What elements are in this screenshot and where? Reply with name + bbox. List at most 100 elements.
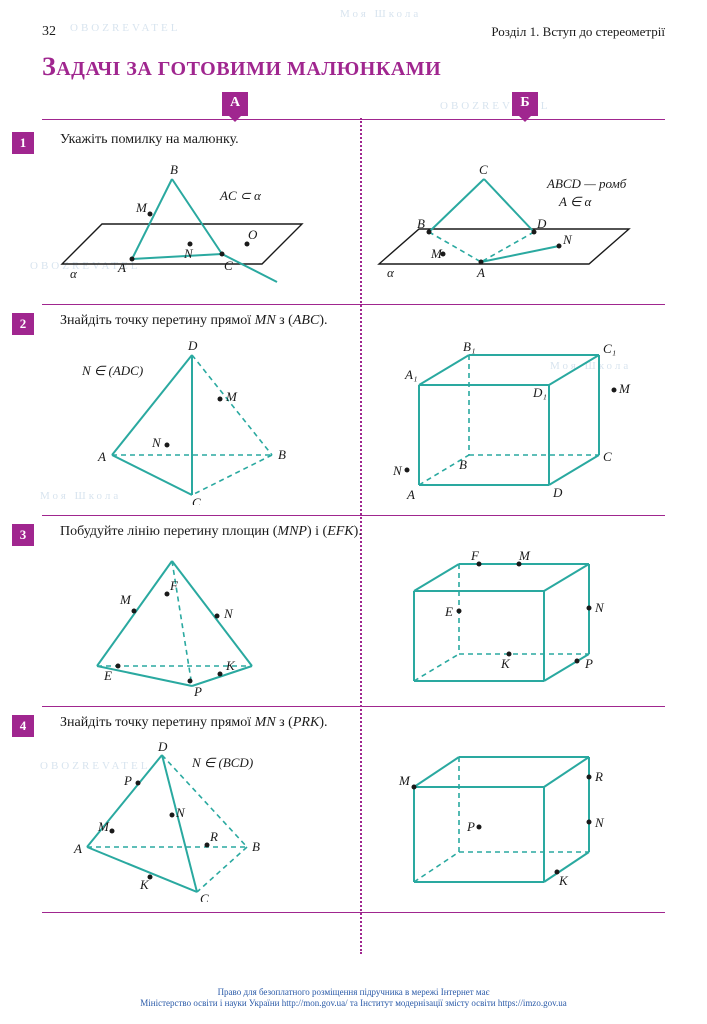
svg-text:D₁: D₁ (532, 385, 547, 400)
svg-text:A: A (97, 449, 106, 464)
diagram-1b: C B D A M N α ABCD — ромб A ∈ α (359, 154, 666, 294)
svg-text:C: C (200, 891, 209, 902)
problem-text: Укажіть помилку на малюнку. (42, 132, 665, 148)
svg-text:A ∈ α: A ∈ α (558, 194, 593, 209)
svg-text:N ∈ (BCD): N ∈ (BCD) (191, 755, 253, 770)
diagram-2a: N ∈ (ADC) D M N A B C (42, 335, 349, 505)
diagram-2b: A₁ B₁ C₁ D₁ A B C D M N (359, 335, 666, 505)
column-header-row: А Б (42, 92, 665, 120)
watermark: Моя Школа (340, 8, 421, 20)
title-initial: З (42, 52, 56, 81)
svg-text:A₁: A₁ (404, 367, 417, 382)
problem-2: 2 Знайдіть точку перетину прямої MN з (A… (42, 305, 665, 516)
svg-text:N: N (594, 815, 605, 830)
svg-text:α: α (387, 265, 395, 280)
problem-text: Знайдіть точку перетину прямої MN з (ABC… (42, 313, 665, 329)
diagram-3a: M F N E K P (42, 546, 349, 696)
text-italic: ABC (293, 313, 319, 328)
svg-text:P: P (466, 819, 475, 834)
text: ). (319, 715, 327, 730)
svg-text:K: K (500, 656, 511, 671)
svg-text:ABCD — ромб: ABCD — ромб (546, 176, 627, 191)
svg-text:C₁: C₁ (603, 341, 616, 356)
footer-line: Право для безоплатного розміщення підруч… (0, 987, 707, 999)
svg-text:A: A (73, 841, 82, 856)
svg-text:A: A (117, 260, 126, 275)
svg-text:N: N (594, 600, 605, 615)
svg-text:N: N (223, 606, 234, 621)
svg-text:B: B (170, 162, 178, 177)
chapter-title: Розділ 1. Вступ до стереометрії (491, 24, 665, 40)
col-badge-b: Б (512, 92, 538, 116)
svg-text:C: C (192, 495, 201, 505)
svg-text:N: N (151, 435, 162, 450)
svg-text:K: K (225, 658, 236, 673)
svg-text:F: F (169, 578, 179, 593)
problem-number: 4 (12, 715, 34, 737)
svg-text:N ∈ (ADC): N ∈ (ADC) (81, 363, 143, 378)
col-badge-a: А (222, 92, 248, 116)
svg-text:N: N (562, 232, 573, 247)
diagram-4a: N ∈ (BCD) D P N M A R B K C (42, 737, 349, 902)
svg-text:M: M (225, 389, 238, 404)
svg-text:K: K (139, 877, 150, 892)
svg-text:A: A (476, 265, 485, 280)
svg-text:P: P (123, 773, 132, 788)
problem-number: 1 (12, 132, 34, 154)
svg-text:α: α (70, 266, 78, 281)
svg-text:M: M (398, 773, 411, 788)
text: з ( (276, 313, 293, 328)
main-title: ЗАДАЧІ ЗА ГОТОВИМИ МАЛЮНКАМИ (42, 52, 665, 82)
problem-text: Побудуйте лінію перетину площин (MNP) і … (42, 524, 665, 540)
svg-text:K: K (558, 873, 569, 888)
svg-text:C: C (603, 449, 612, 464)
problem-number: 3 (12, 524, 34, 546)
svg-text:B: B (459, 457, 467, 472)
diagram-1a: B M A N C O AC ⊂ α α (42, 154, 349, 294)
svg-text:B: B (252, 839, 260, 854)
text-italic: EFK (327, 524, 353, 539)
svg-text:E: E (103, 668, 112, 683)
svg-text:B: B (417, 216, 425, 231)
text-italic: MN (255, 313, 276, 328)
svg-text:F: F (470, 548, 480, 563)
svg-text:M: M (518, 548, 531, 563)
svg-text:E: E (444, 604, 453, 619)
svg-text:P: P (193, 684, 202, 696)
text: з ( (276, 715, 293, 730)
svg-text:AC ⊂ α: AC ⊂ α (219, 188, 262, 203)
svg-text:M: M (119, 592, 132, 607)
text: ) і ( (307, 524, 327, 539)
svg-text:C: C (224, 258, 233, 273)
diagram-4b: M R P N K (359, 737, 666, 902)
svg-text:P: P (584, 656, 593, 671)
text: ). (354, 524, 362, 539)
svg-text:M: M (618, 381, 631, 396)
svg-text:D: D (187, 338, 198, 353)
svg-text:O: O (248, 227, 258, 242)
svg-text:D: D (536, 216, 547, 231)
footer-line: Міністерство освіти і науки України http… (0, 998, 707, 1010)
problem-number: 2 (12, 313, 34, 335)
text-italic: PRK (293, 715, 319, 730)
title-rest: АДАЧІ ЗА ГОТОВИМИ МАЛЮНКАМИ (56, 58, 441, 80)
page-number: 32 (42, 24, 56, 40)
text: Знайдіть точку перетину прямої (60, 313, 255, 328)
problem-3: 3 Побудуйте лінію перетину площин (MNP) … (42, 516, 665, 707)
svg-text:C: C (479, 162, 488, 177)
svg-text:B: B (278, 447, 286, 462)
svg-text:B₁: B₁ (463, 339, 475, 354)
svg-text:N: N (392, 463, 403, 478)
svg-text:M: M (430, 246, 443, 261)
svg-text:D: D (552, 485, 563, 500)
text: ). (319, 313, 327, 328)
svg-text:R: R (209, 829, 218, 844)
text-italic: MN (255, 715, 276, 730)
page-header: 32 Розділ 1. Вступ до стереометрії (42, 24, 665, 40)
problem-text: Знайдіть точку перетину прямої MN з (PRK… (42, 715, 665, 731)
svg-text:M: M (97, 819, 110, 834)
svg-text:N: N (183, 246, 194, 261)
text-italic: MNP (277, 524, 307, 539)
problem-4: 4 Знайдіть точку перетину прямої MN з (P… (42, 707, 665, 913)
footer: Право для безоплатного розміщення підруч… (0, 987, 707, 1010)
